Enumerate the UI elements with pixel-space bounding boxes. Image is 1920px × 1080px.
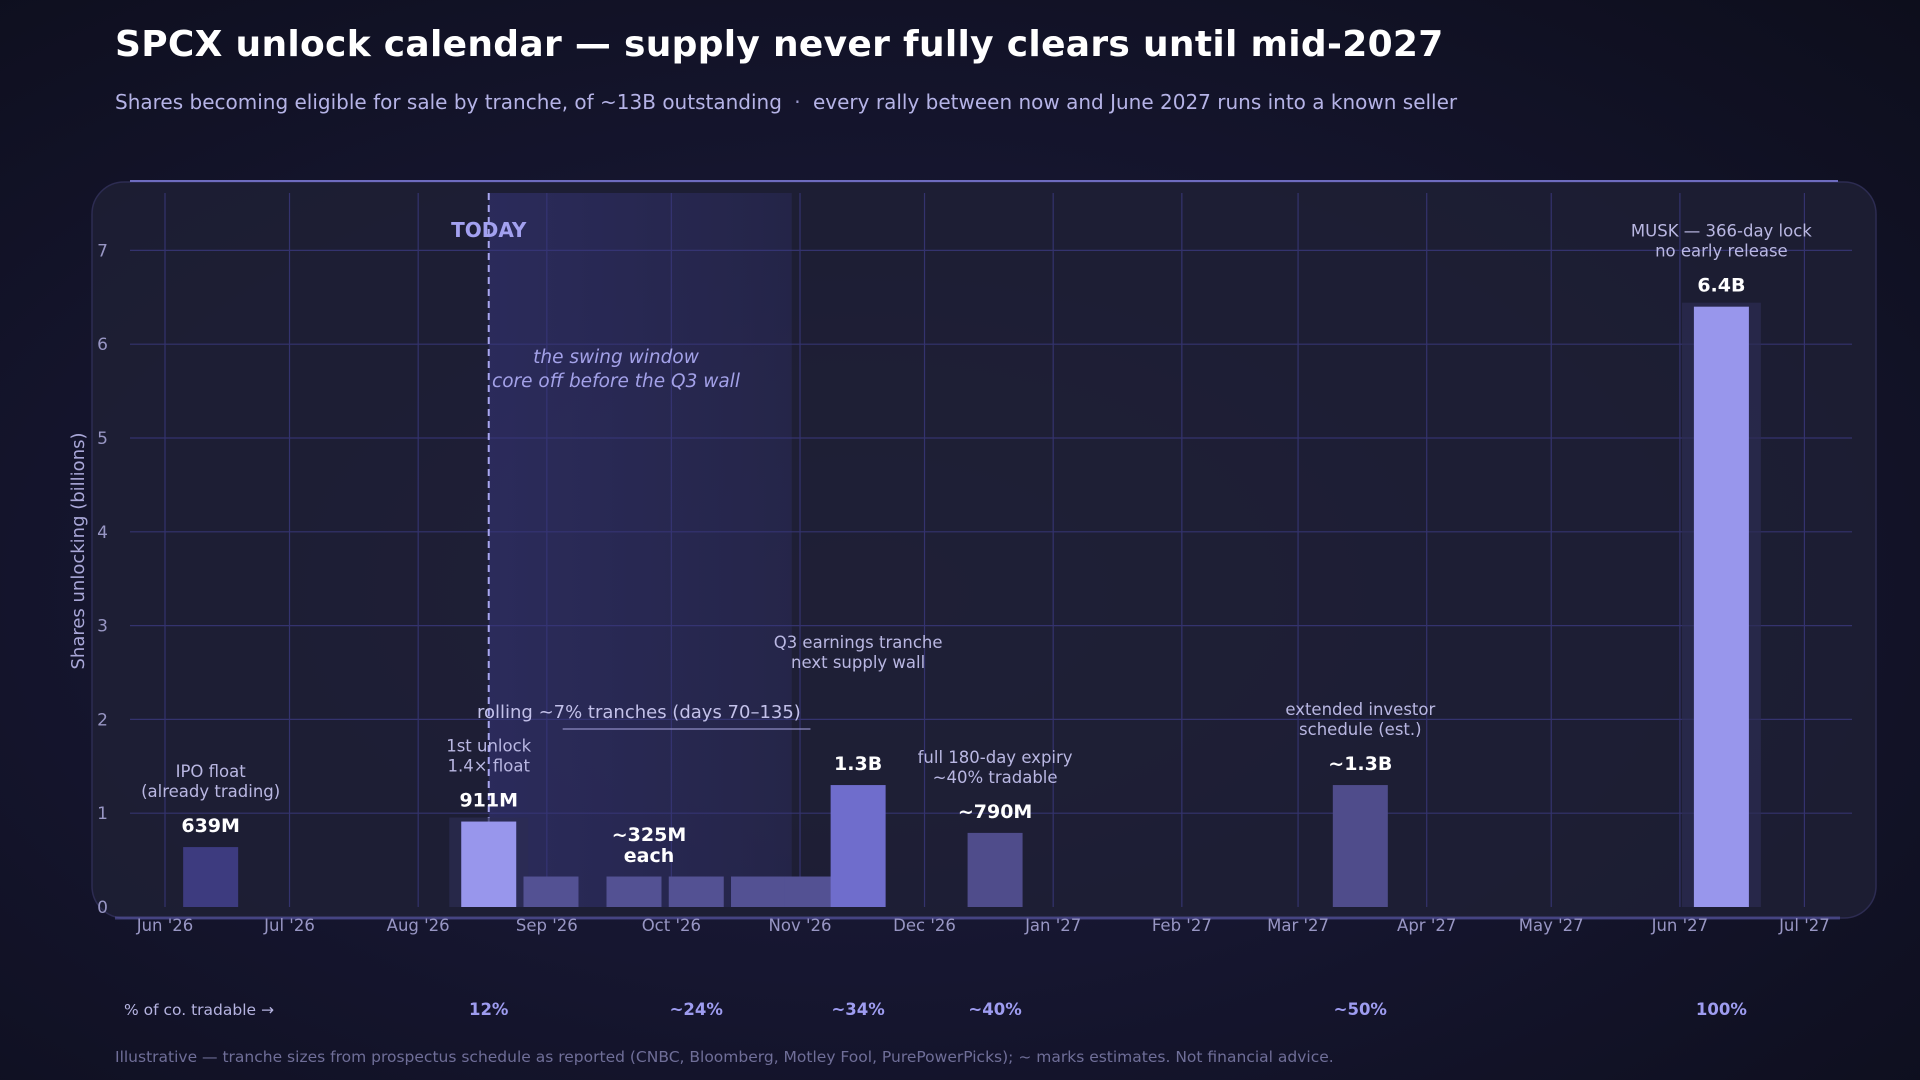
chart-title: SPCX unlock calendar — supply never full…: [115, 24, 1444, 65]
x-tick-label: Aug '26: [387, 916, 450, 935]
bar-note: MUSK — 366-day lock: [1631, 222, 1812, 241]
tradable-pct-label: ~34%: [831, 1000, 885, 1019]
bar-value-label: ~790M: [958, 801, 1033, 823]
bar: [731, 876, 787, 907]
bar-value-label: 911M: [459, 790, 518, 812]
bar-note: 1.4× float: [448, 757, 531, 776]
labels: 639M IPO float(already trading) 911M 1st un…: [124, 222, 1812, 1019]
bar-note: next supply wall: [791, 653, 925, 672]
x-tick-label: Jul '26: [263, 916, 315, 935]
group-value-label: ~325M: [612, 824, 687, 846]
x-tick-label: Dec '26: [893, 916, 956, 935]
y-tick-label: 2: [97, 710, 108, 730]
bar: [461, 821, 517, 907]
y-tick-label: 5: [97, 429, 108, 449]
bar-note: 1st unlock: [446, 737, 531, 756]
x-tick-label: Jun '26: [136, 916, 194, 935]
gridlines: 0 1 2 3 4 5 6 7 Jun '26 Jul '26 Aug '26 Sep '26 Oct …: [97, 193, 1852, 935]
bar-value-label: 639M: [181, 815, 240, 837]
today-label: TODAY: [451, 218, 527, 242]
bars: [183, 302, 1761, 907]
y-tick-label: 1: [97, 804, 108, 824]
x-tick-label: Apr '27: [1397, 916, 1456, 935]
x-tick-label: Jul '27: [1778, 916, 1830, 935]
bar-value-label: ~1.3B: [1328, 753, 1392, 775]
y-tick-label: 7: [97, 241, 108, 261]
x-tick-label: Feb '27: [1152, 916, 1212, 935]
tradable-pct-label: ~50%: [1334, 1000, 1388, 1019]
y-tick-label: 4: [97, 523, 108, 543]
y-tick-label: 0: [97, 898, 108, 918]
bar: [606, 876, 662, 907]
bar: [830, 785, 886, 907]
chart-subtitle: Shares becoming eligible for sale by tra…: [115, 90, 1457, 114]
y-tick-label: 3: [97, 617, 108, 637]
footer-note: Illustrative — tranche sizes from prospe…: [115, 1048, 1334, 1066]
bar-note: IPO float: [176, 762, 247, 781]
swing-window: the swing window core off before the Q3 w…: [451, 193, 792, 907]
bar: [183, 847, 239, 907]
x-tick-label: May '27: [1519, 916, 1584, 935]
tradable-pct-label: 12%: [469, 1000, 509, 1019]
x-tick-label: Oct '26: [642, 916, 701, 935]
x-tick-label: Sep '26: [516, 916, 578, 935]
bar-note: extended investor: [1285, 700, 1435, 719]
tradable-caption: % of co. tradable →: [124, 1001, 274, 1019]
tradable-pct-label: ~24%: [670, 1000, 724, 1019]
bar: [668, 876, 724, 907]
bar-note: full 180-day expiry: [918, 748, 1073, 767]
group-value-label: each: [624, 845, 675, 867]
bar-note: ~40% tradable: [933, 768, 1058, 787]
swing-window-label: the swing window: [533, 347, 700, 368]
bar: [1693, 306, 1749, 907]
bar: [1332, 785, 1388, 907]
y-tick-label: 6: [97, 335, 108, 355]
x-tick-label: Mar '27: [1267, 916, 1329, 935]
bar-value-label: 6.4B: [1697, 275, 1745, 297]
x-tick-label: Nov '26: [769, 916, 832, 935]
subtitle-right: every rally between now and June 2027 ru…: [812, 90, 1458, 114]
swing-window-label: core off before the Q3 wall: [492, 371, 741, 392]
y-axis-label: Shares unlocking (billions): [68, 432, 89, 669]
rolling-tranches-label: rolling ~7% tranches (days 70–135): [477, 702, 801, 723]
bar-note: schedule (est.): [1299, 720, 1422, 739]
subtitle-left: Shares becoming eligible for sale by tra…: [115, 90, 782, 114]
bar-note: no early release: [1655, 242, 1788, 261]
bar: [967, 832, 1023, 907]
bar-note: Q3 earnings tranche: [774, 633, 943, 652]
swing-window-band: [488, 193, 792, 907]
tradable-pct-label: ~40%: [968, 1000, 1022, 1019]
x-tick-label: Jan '27: [1024, 916, 1081, 935]
x-tick-label: Jun '27: [1651, 916, 1709, 935]
bar-value-label: 1.3B: [834, 753, 882, 775]
tradable-pct-label: 100%: [1696, 1000, 1747, 1019]
subtitle-separator: ·: [794, 90, 801, 114]
bar: [523, 876, 579, 907]
bar-note: (already trading): [141, 782, 280, 801]
